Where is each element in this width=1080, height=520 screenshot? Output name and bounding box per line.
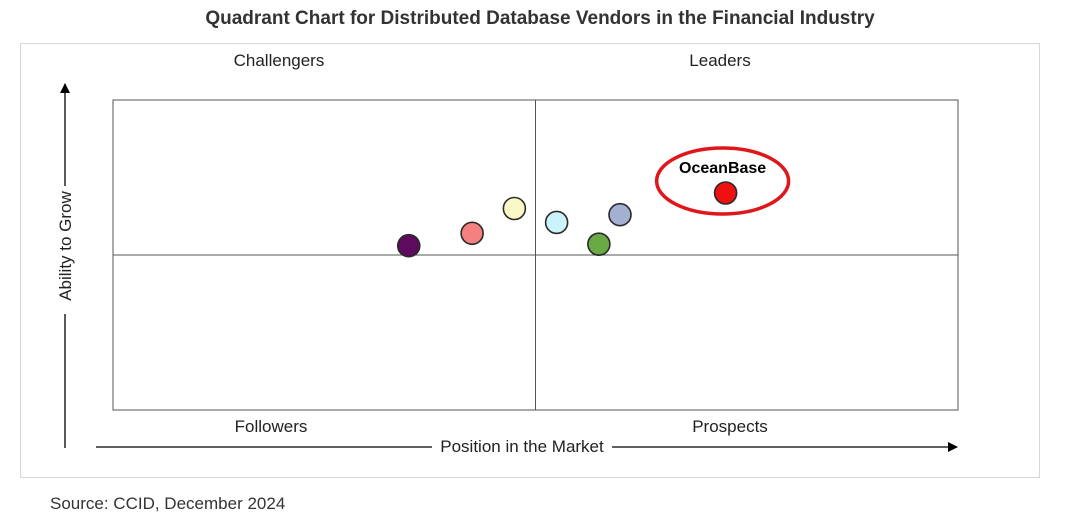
data-point [713,181,738,205]
data-point [544,210,569,235]
data-point [587,232,611,256]
quadrant-label-challengers: Challengers [234,51,325,70]
data-point [460,221,484,246]
quadrant-label-leaders: Leaders [689,51,750,70]
highlight-ellipse [654,146,791,216]
source-note: Source: CCID, December 2024 [50,494,286,513]
quadrant-label-prospects: Prospects [692,417,768,436]
y-axis-label: Ability to Grow [56,190,75,300]
quadrant-label-followers: Followers [235,417,308,436]
data-point-label: OceanBase [679,160,766,177]
x-axis-label: Position in the Market [440,437,604,456]
chart-frame [20,43,1040,478]
data-point [608,202,632,227]
data-point [396,233,421,258]
chart-title: Quadrant Chart for Distributed Database … [205,8,875,29]
data-point [502,196,527,221]
